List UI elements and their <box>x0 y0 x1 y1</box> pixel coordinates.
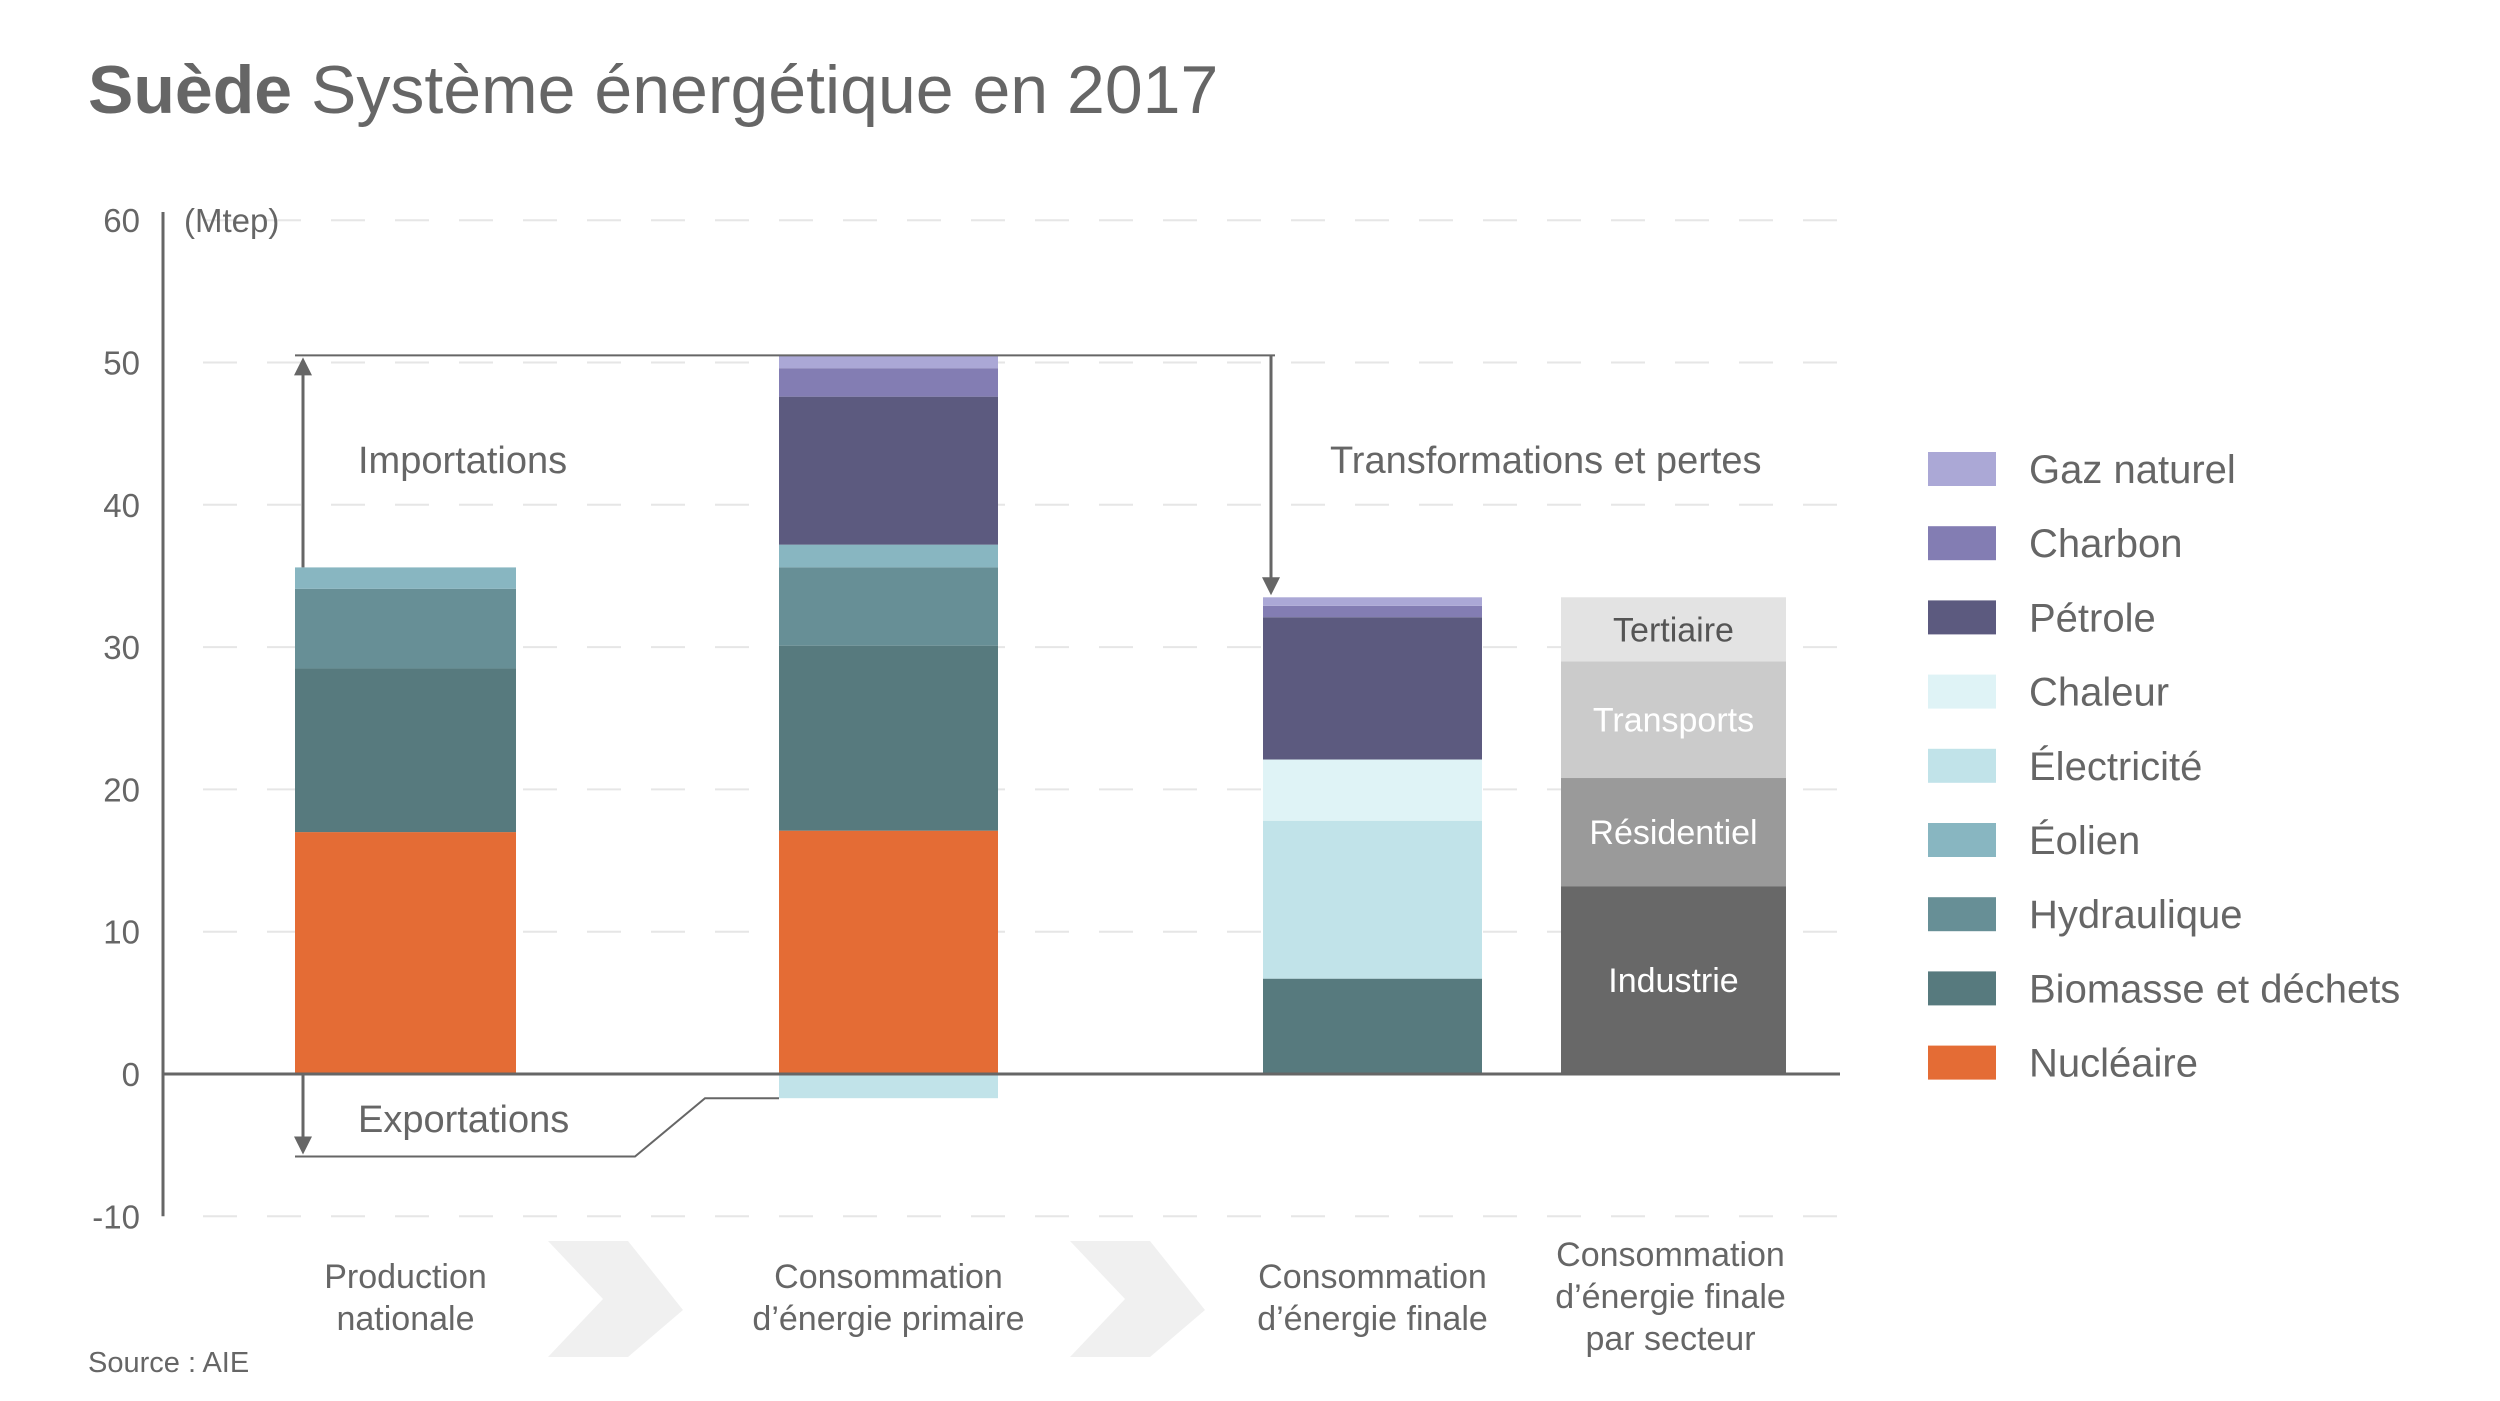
bars: Industrie Résidentiel Transports Tertiaire <box>295 355 1786 1099</box>
transformations-arrowhead <box>1262 577 1280 596</box>
legend-swatch <box>1928 748 1996 783</box>
bar-segment-nucléaire <box>295 832 516 1074</box>
legend-swatch <box>1928 452 1996 486</box>
legend-label: Charbon <box>2029 522 2182 566</box>
y-tick-label: 40 <box>103 487 140 524</box>
bar-segment-éolien <box>295 567 516 589</box>
category-label: Consommation <box>1258 1258 1487 1296</box>
legend-swatch <box>1928 674 1996 709</box>
axes <box>161 212 1840 1217</box>
y-tick-label: 0 <box>122 1056 140 1093</box>
bar-segment-chaleur <box>1263 759 1482 821</box>
legend-item: Pétrole <box>1928 596 2156 640</box>
imports-label: Importations <box>358 440 567 482</box>
legend-swatch <box>1928 897 1996 932</box>
bar-segment-hydraulique <box>295 588 516 669</box>
legend-item: Gaz naturel <box>1928 448 2236 492</box>
legend-item: Électricité <box>1928 744 2202 789</box>
bar-segment-pétrole <box>779 396 998 545</box>
chart-title: Suède Système énergétique en 2017 <box>88 52 1218 128</box>
category-label: d’énergie primaire <box>752 1300 1024 1338</box>
sector-label: Résidentiel <box>1589 814 1757 852</box>
y-tick-label: 50 <box>103 345 140 382</box>
legend-item: Éolien <box>1928 818 2140 863</box>
bar-segment-gaz-naturel <box>779 355 998 369</box>
bar-segment-biomasse-et-déchets <box>779 645 998 831</box>
title-country: Suède <box>88 52 292 128</box>
bar-segment-sector <box>1561 886 1786 1074</box>
y-tick-label: 20 <box>103 771 140 808</box>
sector-label: Industrie <box>1608 962 1738 1000</box>
legend-item: Charbon <box>1928 522 2182 566</box>
legend-swatch <box>1928 600 1996 635</box>
legend: Gaz naturel Charbon Pétrole Chaleur Électric… <box>1928 448 2400 1086</box>
transformations-label: Transformations et pertes <box>1330 440 1762 482</box>
flow-chevrons <box>548 1241 1205 1357</box>
legend-label: Pétrole <box>2029 596 2156 640</box>
bar-segment-charbon <box>779 368 998 397</box>
y-tick-label: -10 <box>92 1198 140 1235</box>
category-label: par secteur <box>1585 1320 1755 1358</box>
export-arrowhead <box>294 1136 312 1155</box>
bar-segment-biomasse-et-déchets <box>1263 978 1482 1074</box>
legend-label: Éolien <box>2029 818 2140 863</box>
bar-segment-charbon <box>1263 605 1482 618</box>
bar-segment-électricité <box>779 1074 998 1099</box>
import-arrowhead <box>294 357 312 376</box>
legend-item: Chaleur <box>1928 671 2169 715</box>
category-label: nationale <box>336 1300 474 1338</box>
export-bracket-line <box>295 1097 779 1158</box>
legend-swatch <box>1928 526 1996 561</box>
sector-label: Tertiaire <box>1613 611 1734 649</box>
legend-label: Gaz naturel <box>2029 448 2236 492</box>
annotations: Importations Exportations Transformations … <box>294 354 1762 1158</box>
legend-label: Électricité <box>2029 744 2202 789</box>
chevron-arrow <box>1070 1241 1205 1357</box>
category-label: d’énergie finale <box>1257 1300 1488 1338</box>
bar-segment-hydraulique <box>779 567 998 646</box>
y-axis-unit: (Mtep) <box>184 202 279 239</box>
legend-label: Chaleur <box>2029 671 2169 715</box>
y-tick-label: 30 <box>103 629 140 666</box>
category-label: Production <box>324 1258 487 1296</box>
bar-segment-sector <box>1561 597 1786 662</box>
legend-item: Nucléaire <box>1928 1042 2198 1086</box>
category-label: Consommation <box>774 1258 1003 1296</box>
source-note: Source : AIE <box>88 1347 249 1379</box>
category-label: d’énergie finale <box>1555 1278 1786 1316</box>
y-tick-label: 10 <box>103 914 140 951</box>
bar-segment-éolien <box>779 544 998 568</box>
bar-segment-pétrole <box>1263 617 1482 760</box>
legend-swatch <box>1928 1045 1996 1080</box>
category-labels: Production nationale Consommation d’énergie… <box>324 1236 1786 1358</box>
legend-label: Biomasse et déchets <box>2029 967 2400 1011</box>
legend-swatch <box>1928 971 1996 1006</box>
legend-item: Hydraulique <box>1928 893 2242 937</box>
bar-segment-électricité <box>1263 820 1482 979</box>
legend-label: Nucléaire <box>2029 1042 2198 1086</box>
legend-swatch <box>1928 823 1996 857</box>
bar-segment-gaz-naturel <box>1263 597 1482 606</box>
chevron-arrow <box>548 1241 683 1357</box>
bar-segment-sector <box>1561 778 1786 887</box>
exports-label: Exportations <box>358 1099 569 1141</box>
title-text: Système énergétique en 2017 <box>292 52 1218 128</box>
bar-segment-nucléaire <box>779 830 998 1074</box>
y-tick-labels: 60 50 40 30 20 10 0 -10 <box>92 202 140 1235</box>
legend-label: Hydraulique <box>2029 893 2242 937</box>
bar-segment-biomasse-et-déchets <box>295 668 516 833</box>
y-tick-label: 60 <box>103 202 140 239</box>
category-label: Consommation <box>1556 1236 1785 1274</box>
bar-segment-sector <box>1561 661 1786 779</box>
sector-label: Transports <box>1593 702 1754 740</box>
legend-item: Biomasse et déchets <box>1928 967 2400 1011</box>
